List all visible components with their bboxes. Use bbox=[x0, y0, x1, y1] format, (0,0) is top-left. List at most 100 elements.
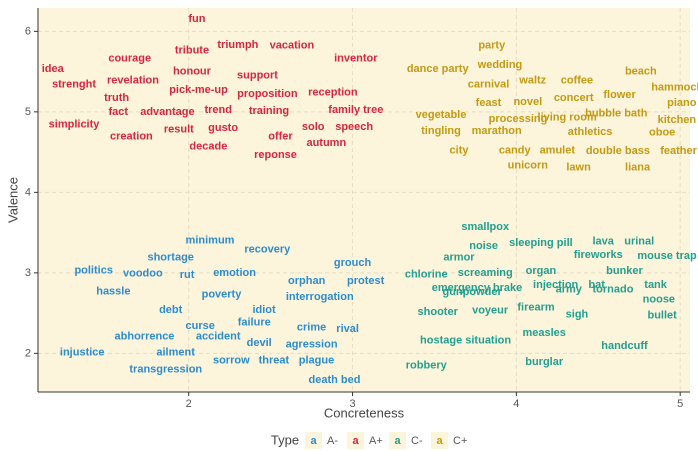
word-point: hassle bbox=[96, 285, 130, 297]
word-point: firearm bbox=[517, 301, 555, 313]
legend-key bbox=[431, 432, 448, 449]
word-point: tornado bbox=[593, 284, 634, 296]
word-point: training bbox=[249, 105, 289, 117]
word-point: liana bbox=[625, 161, 651, 173]
word-point: crime bbox=[297, 322, 326, 334]
word-point: pick-me-up bbox=[169, 84, 228, 96]
word-point: reponse bbox=[254, 149, 297, 161]
word-point: dance party bbox=[407, 63, 470, 75]
word-point: tank bbox=[644, 279, 668, 291]
word-point: reception bbox=[308, 86, 358, 98]
word-point: creation bbox=[110, 131, 153, 143]
legend-label: A+ bbox=[369, 435, 383, 447]
word-point: fun bbox=[188, 13, 205, 25]
word-point: proposition bbox=[237, 88, 298, 100]
word-point: autumn bbox=[306, 137, 346, 149]
word-point: strenght bbox=[52, 78, 96, 90]
x-tick-label: 5 bbox=[677, 398, 683, 410]
word-point: oboe bbox=[649, 127, 675, 139]
legend-key bbox=[305, 432, 322, 449]
legend-key bbox=[347, 432, 364, 449]
y-tick-label: 6 bbox=[25, 25, 31, 37]
word-point: wedding bbox=[477, 59, 523, 71]
legend-glyph: a bbox=[436, 435, 443, 447]
x-tick-label: 3 bbox=[349, 398, 355, 410]
word-point: voyeur bbox=[472, 305, 509, 317]
word-point: hostage situation bbox=[420, 334, 511, 346]
word-point: grouch bbox=[334, 257, 372, 269]
word-point: honour bbox=[173, 66, 212, 78]
word-point: screaming bbox=[458, 267, 513, 279]
legend-label: C+ bbox=[453, 435, 467, 447]
word-point: armor bbox=[443, 251, 475, 263]
word-point: family tree bbox=[328, 104, 383, 116]
word-point: shortage bbox=[147, 251, 193, 263]
word-point: hammock bbox=[651, 82, 698, 94]
word-point: sleeping pill bbox=[509, 237, 573, 249]
word-point: flower bbox=[603, 89, 636, 101]
word-point: bullet bbox=[647, 309, 677, 321]
word-point: waltz bbox=[518, 74, 546, 86]
word-point: poverty bbox=[202, 288, 243, 300]
legend-glyph: a bbox=[310, 435, 317, 447]
word-point: mouse trap bbox=[637, 250, 697, 262]
y-tick-label: 4 bbox=[25, 186, 31, 198]
word-point: rut bbox=[180, 269, 195, 281]
word-point: minimum bbox=[186, 235, 235, 247]
word-point: plague bbox=[299, 355, 334, 367]
word-point: feather bbox=[660, 145, 697, 157]
word-point: concert bbox=[554, 92, 594, 104]
word-point: bat bbox=[588, 279, 605, 291]
word-point: noise bbox=[469, 240, 498, 252]
word-point: noose bbox=[643, 293, 675, 305]
word-point: support bbox=[237, 70, 278, 82]
word-point: orphan bbox=[288, 275, 326, 287]
word-point: triumph bbox=[217, 39, 258, 51]
word-point: emergency brake bbox=[432, 282, 523, 294]
word-point: offer bbox=[268, 131, 293, 143]
word-point: carnival bbox=[468, 78, 510, 90]
x-tick-label: 4 bbox=[513, 398, 519, 410]
word-point: curse bbox=[186, 320, 215, 332]
word-point: interrogation bbox=[286, 291, 354, 303]
legend-glyph: a bbox=[394, 435, 401, 447]
word-point: ailment bbox=[156, 346, 195, 358]
word-point: urinal bbox=[624, 235, 654, 247]
word-point: transgression bbox=[129, 363, 202, 375]
word-point: injustice bbox=[60, 346, 105, 358]
word-point: smallpox bbox=[461, 221, 510, 233]
x-tick-label: 2 bbox=[186, 398, 192, 410]
y-tick-label: 5 bbox=[25, 106, 31, 118]
word-point: result bbox=[164, 123, 194, 135]
word-point: injection bbox=[533, 279, 579, 291]
word-point: debt bbox=[159, 304, 183, 316]
word-point: beach bbox=[625, 66, 657, 78]
word-point: fact bbox=[108, 106, 128, 118]
word-point: recovery bbox=[244, 243, 291, 255]
word-point: abhorrence bbox=[115, 330, 175, 342]
word-point: coffee bbox=[561, 74, 593, 86]
word-point: vacation bbox=[270, 40, 315, 52]
word-point: feast bbox=[476, 97, 502, 109]
word-point: simplicity bbox=[49, 119, 101, 131]
word-point: amulet bbox=[540, 144, 576, 156]
word-point: protest bbox=[347, 275, 385, 287]
word-point: burglar bbox=[525, 356, 564, 368]
word-point: sorrow bbox=[213, 355, 250, 367]
y-tick-label: 3 bbox=[25, 267, 31, 279]
word-point: shooter bbox=[418, 306, 459, 318]
word-point: kitchen bbox=[658, 114, 697, 126]
word-point: decade bbox=[189, 140, 227, 152]
plot-background bbox=[38, 8, 690, 392]
word-point: advantage bbox=[140, 106, 194, 118]
word-point: inventor bbox=[334, 53, 378, 65]
word-point: chlorine bbox=[405, 268, 448, 280]
word-point: rival bbox=[336, 323, 359, 335]
legend-label: A- bbox=[327, 435, 338, 447]
word-point: candy bbox=[499, 144, 532, 156]
word-point: athletics bbox=[568, 126, 613, 138]
word-point: truth bbox=[104, 92, 129, 104]
word-point: robbery bbox=[406, 359, 448, 371]
